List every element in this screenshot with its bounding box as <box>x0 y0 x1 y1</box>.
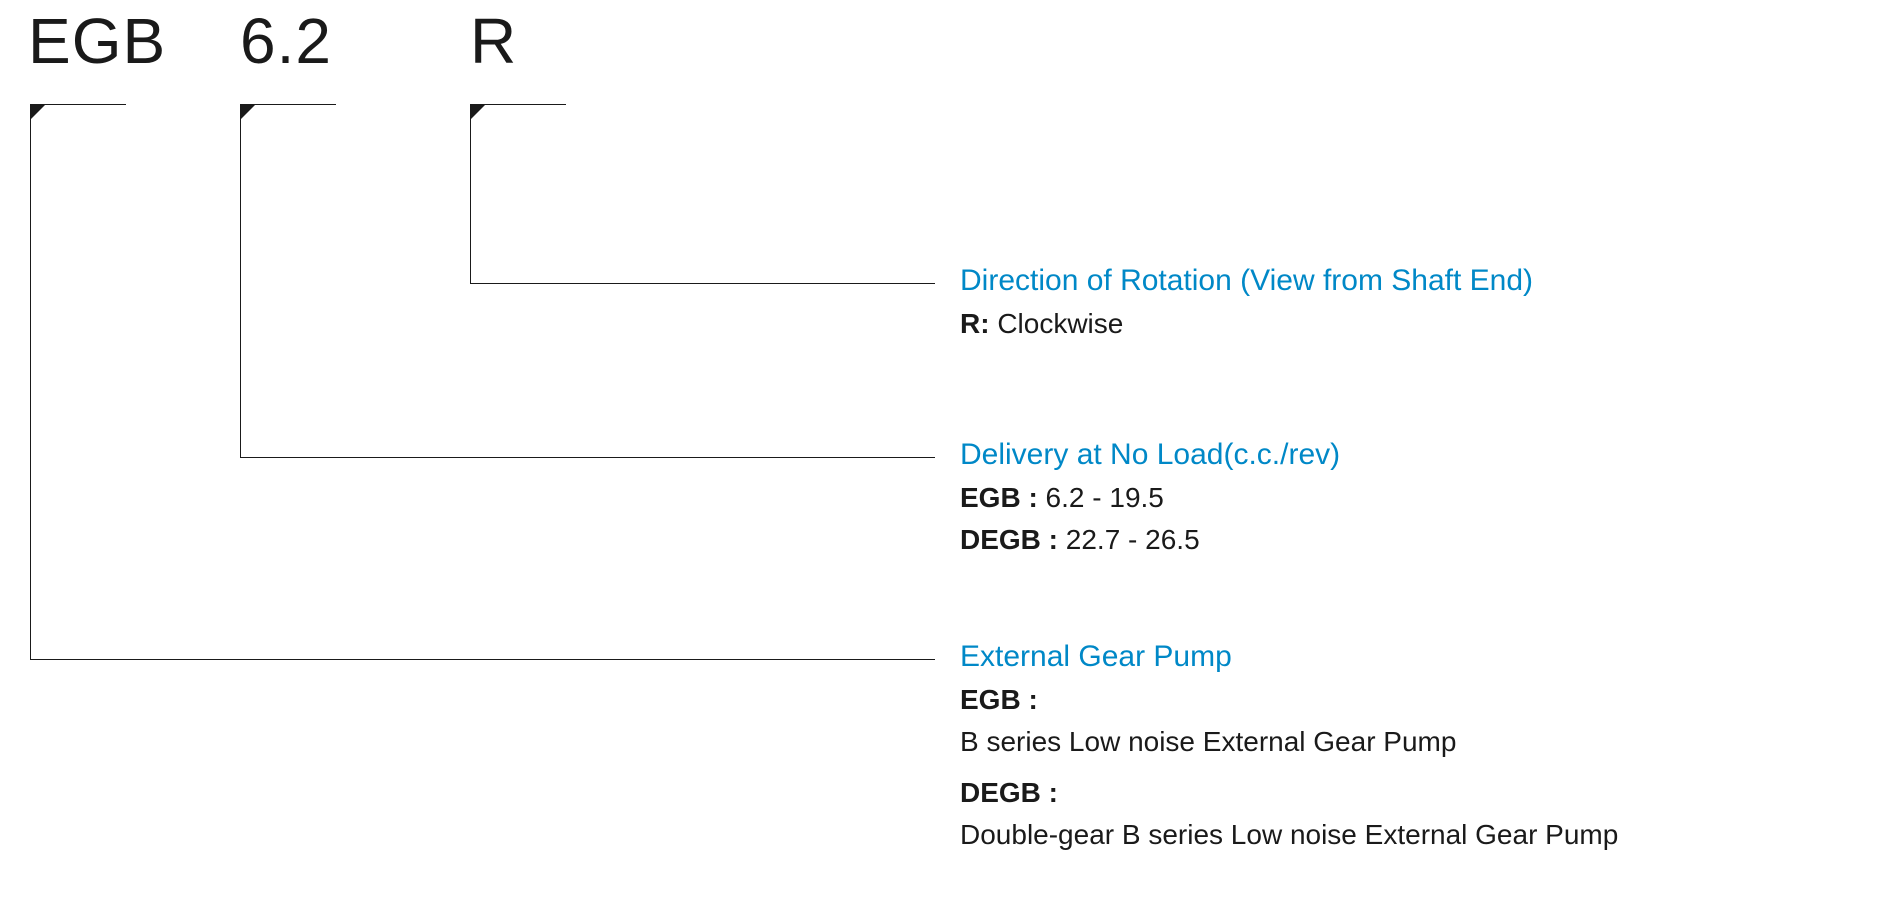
code-part-1: EGB <box>28 4 166 78</box>
desc-line-d2-1: DEGB : 22.7 - 26.5 <box>960 522 1340 558</box>
bracket-top-b2 <box>240 104 336 105</box>
desc-title-d3: Direction of Rotation (View from Shaft E… <box>960 264 1533 298</box>
desc-text: Double-gear B series Low noise External … <box>960 819 1618 850</box>
desc-line-d2-0: EGB : 6.2 - 19.5 <box>960 480 1340 516</box>
bracket-top-b3 <box>470 104 566 105</box>
desc-line-d1-2: DEGB : <box>960 775 1618 811</box>
desc-block-d1: External Gear Pump EGB : B series Low nois… <box>960 640 1618 860</box>
desc-label: DEGB : <box>960 524 1058 555</box>
desc-text: Clockwise <box>990 308 1124 339</box>
desc-line-d3-0: R: Clockwise <box>960 306 1533 342</box>
desc-text: 6.2 - 19.5 <box>1038 482 1164 513</box>
bracket-top-b1 <box>30 104 126 105</box>
desc-text: 22.7 - 26.5 <box>1058 524 1200 555</box>
desc-line-d1-3: Double-gear B series Low noise External … <box>960 817 1618 853</box>
desc-label: EGB : <box>960 482 1038 513</box>
desc-title-d1: External Gear Pump <box>960 640 1618 674</box>
desc-title-d2: Delivery at No Load(c.c./rev) <box>960 438 1340 472</box>
bracket-b3 <box>470 104 935 284</box>
desc-line-d1-1: B series Low noise External Gear Pump <box>960 724 1618 760</box>
code-part-2: 6.2 <box>240 4 332 78</box>
desc-text: B series Low noise External Gear Pump <box>960 726 1456 757</box>
desc-label: EGB : <box>960 684 1038 715</box>
code-part-3: R <box>470 4 517 78</box>
desc-block-d2: Delivery at No Load(c.c./rev) EGB : 6.2 -… <box>960 438 1340 565</box>
desc-block-d3: Direction of Rotation (View from Shaft E… <box>960 264 1533 348</box>
desc-label: DEGB : <box>960 777 1058 808</box>
desc-line-d1-0: EGB : <box>960 682 1618 718</box>
desc-label: R: <box>960 308 990 339</box>
